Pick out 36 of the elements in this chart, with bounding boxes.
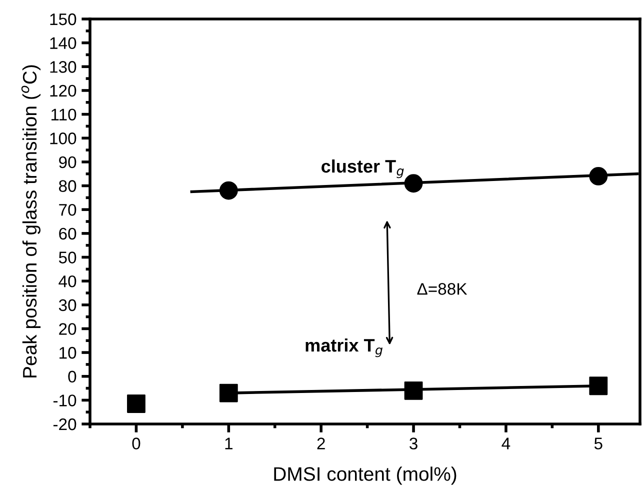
point bbox=[404, 381, 423, 400]
annotation: Δ=88K bbox=[417, 283, 468, 295]
y-tick-label: -10 bbox=[53, 394, 76, 406]
y-tick-label: 120 bbox=[50, 84, 76, 97]
point bbox=[219, 384, 238, 402]
y-tick-label: 110 bbox=[52, 108, 76, 120]
y-tick-label: 50 bbox=[58, 252, 76, 264]
y-tick-label: 140 bbox=[50, 37, 76, 50]
y-tick-label: 60 bbox=[59, 228, 76, 240]
x-tick-label: 5 bbox=[594, 438, 602, 450]
point bbox=[219, 181, 238, 200]
y-tick-label: 30 bbox=[58, 299, 76, 312]
y-tick-label: 80 bbox=[58, 180, 76, 192]
y-tick-label: 100 bbox=[50, 132, 76, 144]
y-tick-label: 0 bbox=[68, 370, 76, 383]
y-tick-label: 150 bbox=[50, 13, 76, 26]
x-tick-label: 4 bbox=[502, 438, 510, 450]
point bbox=[589, 376, 608, 396]
y-tick-label: 90 bbox=[59, 156, 76, 168]
x-tick-label: 2 bbox=[317, 438, 325, 450]
y-tick-label: 40 bbox=[58, 275, 76, 288]
y-tick-label: 10 bbox=[60, 346, 76, 359]
point bbox=[589, 167, 608, 186]
y-axis-title: Peak position of glass transition ($^{o}$C) bbox=[21, 65, 41, 378]
x-axis-title: DMSI content (mol%) bbox=[274, 466, 456, 485]
y-tick-label: -20 bbox=[53, 418, 76, 430]
y-tick-label: 130 bbox=[50, 61, 76, 73]
x-tick-label: 1 bbox=[225, 438, 232, 450]
y-tick-label: 20 bbox=[59, 323, 76, 335]
annotation: cluster T$_{g}$ bbox=[322, 159, 404, 178]
y-tick-label: 70 bbox=[59, 204, 76, 216]
point bbox=[127, 394, 146, 413]
annotation: matrix T$_{g}$ bbox=[306, 338, 383, 358]
x-tick-label: 0 bbox=[132, 438, 140, 450]
point bbox=[404, 174, 423, 193]
x-tick-label: 3 bbox=[410, 438, 418, 450]
